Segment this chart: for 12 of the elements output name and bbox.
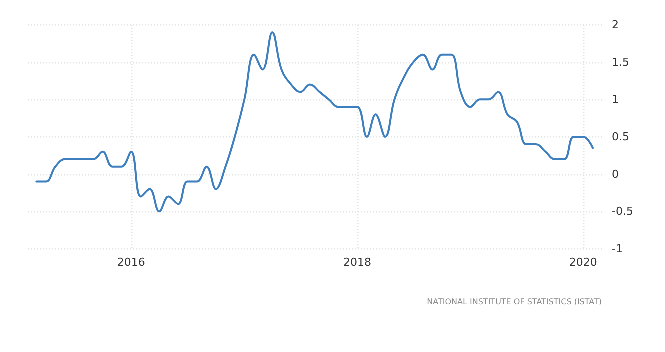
line-series xyxy=(36,31,594,213)
y-tick-label: -1 xyxy=(612,242,623,256)
y-tick-label: 1 xyxy=(612,93,619,106)
text: NATIONAL INSTITUTE OF STATISTICS (ISTAT) xyxy=(427,298,602,306)
x-tick-label: 2020 xyxy=(569,256,598,269)
y-tick-label: 2 xyxy=(612,18,619,32)
y-tick-label: 0.5 xyxy=(612,130,630,144)
x-tick-label: 2016 xyxy=(117,256,146,269)
y-tick-label: 1.5 xyxy=(612,56,630,69)
x-tick-label: 2018 xyxy=(344,256,372,269)
y-tick-label: -0.5 xyxy=(612,205,634,218)
y-tick-label: 0 xyxy=(612,168,619,181)
